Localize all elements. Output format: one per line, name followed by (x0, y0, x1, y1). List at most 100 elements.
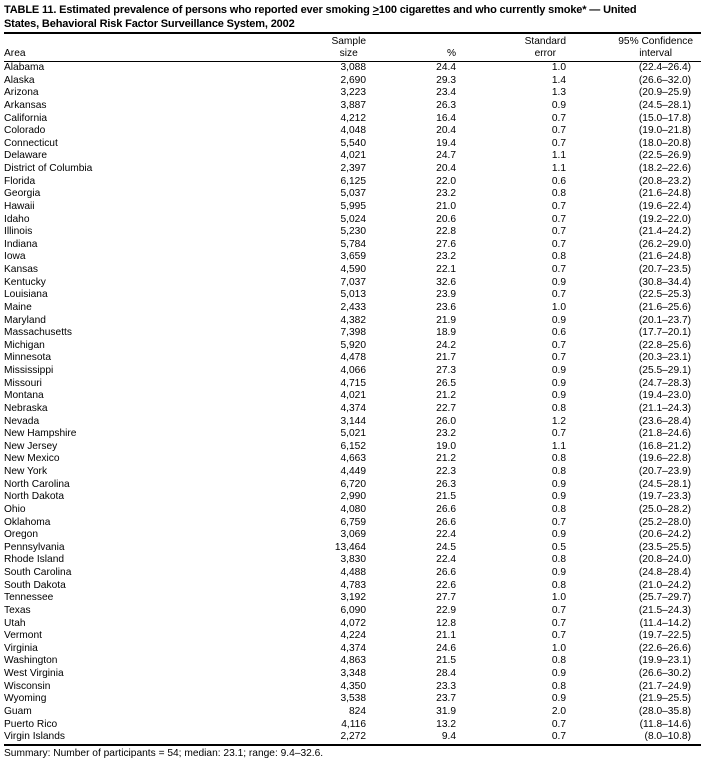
cell-pct: 29.3 (436, 74, 456, 86)
cell-se: 0.7 (551, 238, 566, 250)
col-header-confidence-interval: 95% Confidence interval (566, 34, 701, 62)
cell-sample: 4,048 (340, 125, 367, 137)
cell-area: Oregon (4, 529, 38, 541)
table-row: Georgia 5,037 23.2 0.8 (21.6–24.8) (4, 188, 701, 201)
cell-se: 0.5 (551, 541, 566, 553)
cell-sample: 2,397 (340, 163, 367, 174)
table-row: Nevada 3,144 26.0 1.2 (23.6–28.4) (4, 416, 701, 429)
cell-sample: 4,783 (340, 579, 367, 591)
table-title: TABLE 11. Estimated prevalence of person… (4, 4, 701, 34)
cell-se: 0.9 (551, 491, 566, 503)
cell-sample: 5,024 (340, 213, 367, 225)
cell-sample: 4,488 (340, 567, 367, 578)
table-body: Alabama 3,088 24.4 1.0 (22.4–26.4) Alaska 2,69… (4, 62, 701, 745)
cell-area: Arizona (4, 87, 39, 99)
cell-sample: 5,013 (340, 289, 367, 301)
cell-sample: 4,021 (340, 150, 367, 162)
cell-pct: 26.0 (436, 415, 456, 427)
cell-ci: (22.8–25.6) (638, 339, 691, 351)
table-row: South Carolina 4,488 26.6 0.9 (24.8–28.4) (4, 567, 701, 580)
cell-ci: (19.6–22.8) (638, 453, 691, 465)
cell-se: 1.0 (551, 301, 566, 313)
table-row: District of Columbia 2,397 20.4 1.1 (18.2–22… (4, 163, 701, 176)
table-row: Idaho 5,024 20.6 0.7 (19.2–22.0) (4, 214, 701, 227)
cell-pct: 24.7 (436, 150, 456, 162)
table-row: South Dakota 4,783 22.6 0.8 (21.0–24.2) (4, 580, 701, 593)
cell-ci: (19.2–22.0) (638, 213, 691, 225)
cell-ci: (15.0–17.8) (638, 112, 691, 124)
standard-error-header-line1: Standard (524, 36, 566, 47)
cell-pct: 22.0 (436, 175, 456, 187)
table-row: Kentucky 7,037 32.6 0.9 (30.8–34.4) (4, 277, 701, 290)
cell-se: 0.7 (551, 617, 566, 629)
cell-area: Florida (4, 175, 36, 187)
table-row: Tennessee 3,192 27.7 1.0 (25.7–29.7) (4, 592, 701, 605)
cell-sample: 4,449 (340, 466, 367, 477)
cell-se: 2.0 (551, 705, 566, 717)
cell-sample: 4,382 (340, 314, 367, 326)
cell-pct: 19.0 (436, 440, 456, 452)
cell-ci: (26.2–29.0) (638, 238, 691, 250)
cell-ci: (19.6–22.4) (638, 200, 691, 212)
cell-sample: 4,212 (340, 112, 367, 124)
cell-ci: (25.7–29.7) (638, 592, 691, 604)
cell-area: Louisiana (4, 289, 48, 301)
cell-ci: (20.7–23.5) (638, 264, 691, 275)
cell-area: Kansas (4, 264, 38, 275)
table-row: Oklahoma 6,759 26.6 0.7 (25.2–28.0) (4, 517, 701, 530)
table-header: Area Sample size % Standard error 95% Conf… (4, 34, 701, 62)
cell-sample: 3,348 (340, 668, 367, 679)
cell-area: New York (4, 466, 48, 477)
cell-area: Puerto Rico (4, 718, 58, 730)
cell-ci: (25.2–28.0) (638, 516, 691, 528)
cell-pct: 9.4 (441, 731, 456, 743)
cell-area: Maryland (4, 314, 46, 326)
cell-se: 1.0 (551, 592, 566, 604)
table-row: Virgin Islands 2,272 9.4 0.7 (8.0–10.8) (4, 731, 701, 745)
cell-pct: 21.7 (436, 352, 456, 364)
cell-se: 0.7 (551, 200, 566, 212)
cell-se: 0.9 (551, 276, 566, 288)
cell-area: Pennsylvania (4, 541, 65, 553)
cell-se: 0.9 (551, 529, 566, 541)
cell-area: West Virginia (4, 668, 64, 679)
cell-sample: 3,144 (340, 415, 367, 427)
cell-area: South Carolina (4, 567, 72, 578)
cell-pct: 26.3 (436, 99, 456, 111)
cell-sample: 3,192 (340, 592, 367, 604)
cell-se: 0.8 (551, 680, 566, 692)
cell-ci: (24.5–28.1) (638, 99, 691, 111)
cell-area: Missouri (4, 377, 42, 389)
cell-se: 1.2 (551, 415, 566, 427)
cell-ci: (22.4–26.4) (638, 62, 691, 73)
cell-area: Tennessee (4, 592, 54, 604)
cell-area: California (4, 112, 48, 124)
cell-sample: 4,116 (341, 718, 366, 730)
cell-ci: (26.6–30.2) (638, 668, 691, 679)
cell-ci: (21.7–24.9) (638, 680, 691, 692)
table-row: Mississippi 4,066 27.3 0.9 (25.5–29.1) (4, 365, 701, 378)
cell-ci: (18.2–22.6) (638, 163, 691, 174)
cell-ci: (19.4–23.0) (638, 390, 691, 402)
cell-pct: 22.1 (436, 264, 456, 275)
cell-ci: (21.8–24.6) (638, 428, 691, 440)
cell-ci: (25.5–29.1) (638, 365, 691, 376)
cell-area: Idaho (4, 213, 30, 225)
cell-area: Massachusetts (4, 327, 72, 339)
cell-pct: 21.5 (436, 491, 456, 503)
cell-sample: 4,224 (340, 630, 367, 642)
cell-sample: 5,784 (340, 238, 367, 250)
cell-se: 0.7 (551, 630, 566, 642)
table-row: Rhode Island 3,830 22.4 0.8 (20.8–24.0) (4, 554, 701, 567)
col-header-area: Area (4, 34, 330, 62)
table-row: Connecticut 5,540 19.4 0.7 (18.0–20.8) (4, 138, 701, 151)
cell-ci: (17.7–20.1) (638, 327, 691, 339)
cell-pct: 21.0 (436, 200, 456, 212)
cell-ci: (24.5–28.1) (638, 478, 691, 490)
cell-area: Arkansas (4, 99, 47, 111)
cell-ci: (20.8–24.0) (638, 554, 691, 566)
table-row: Wisconsin 4,350 23.3 0.8 (21.7–24.9) (4, 681, 701, 694)
table-row: Kansas 4,590 22.1 0.7 (20.7–23.5) (4, 264, 701, 277)
cell-sample: 6,759 (340, 516, 367, 528)
standard-error-header-stack: Standard error (525, 36, 566, 59)
